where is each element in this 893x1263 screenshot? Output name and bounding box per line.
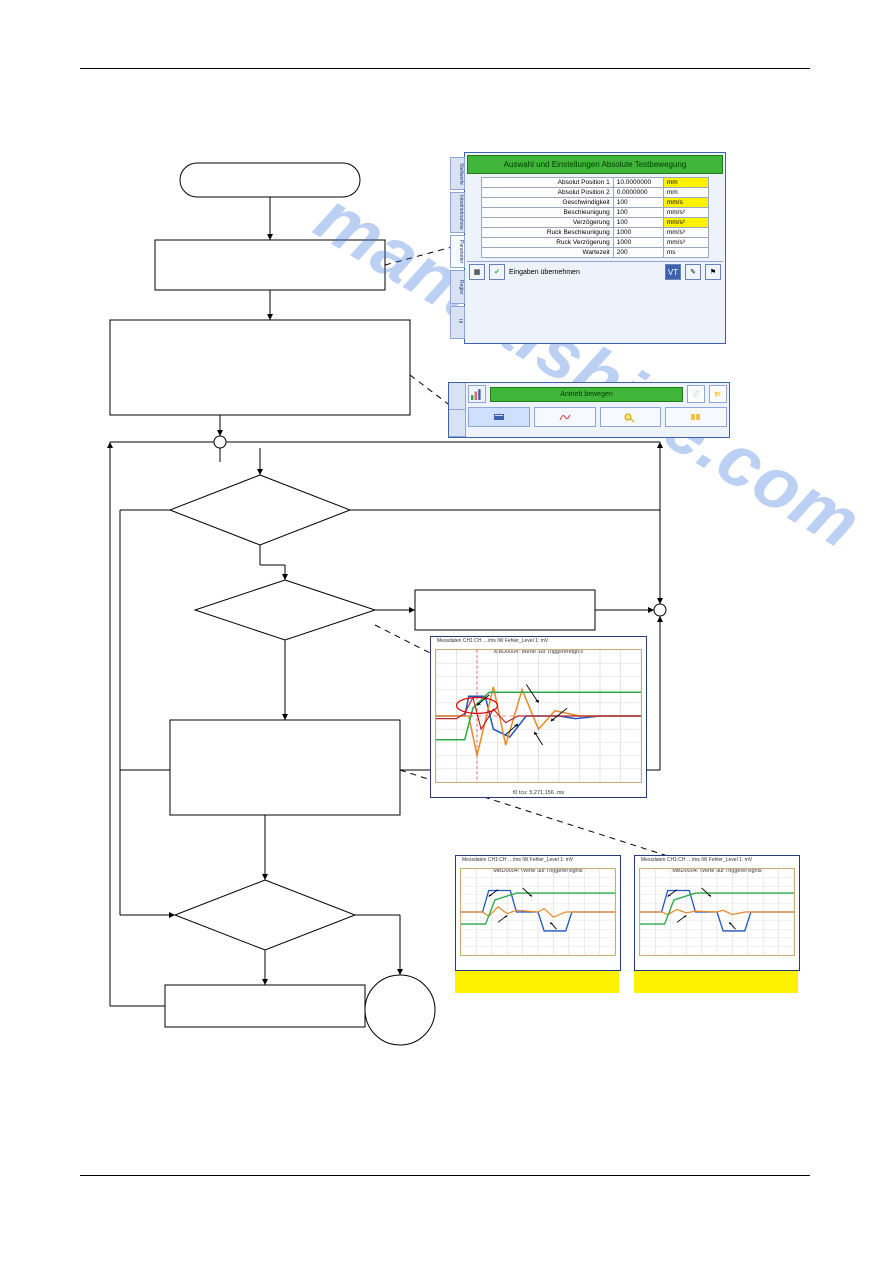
panel-footer: ▦ ✔ Eingaben übernehmen VT ✎ ⚑: [467, 261, 723, 282]
flag-icon[interactable]: ⚑: [705, 264, 721, 280]
chart-big: Messdaten CH1:CH …/ms IW Fehler_Level 1:…: [430, 636, 647, 798]
chart-small-a: Messdaten CH1:CH …/ms IW Fehler_Level 1:…: [455, 855, 621, 971]
tab-inbetriebnahme[interactable]: Inbetriebnahme: [450, 192, 465, 233]
param-row: Geschwindigkeit100mm/s: [481, 198, 709, 208]
mode-btn-2[interactable]: [534, 407, 596, 427]
parameter-table: Absolut Position 110.0000000mmAbsolut Po…: [481, 177, 710, 258]
mode-btn-3[interactable]: [600, 407, 662, 427]
toolbar-tab-1[interactable]: [449, 383, 465, 410]
chart-big-title: Messdaten CH1:CH …/ms IW Fehler_Level 1:…: [431, 638, 646, 644]
tab-stellwerte[interactable]: Stellwerte: [450, 157, 465, 190]
toolbar-title: Antrieb bewegen: [490, 387, 683, 402]
mode-btn-1[interactable]: [468, 407, 530, 427]
folder-icon[interactable]: 📁: [709, 385, 727, 403]
param-row: Wartezeit200ms: [481, 248, 709, 258]
tab-grid-icon[interactable]: ☰: [450, 306, 465, 339]
rule-top: [80, 68, 810, 69]
vt-button[interactable]: VT: [665, 264, 681, 280]
chart-big-xlabel: t0 tcu: 5,271,156 .ms: [431, 790, 646, 796]
panel-title: Auswahl und Einstellungen Absolute Testb…: [467, 155, 723, 174]
chart-b-title: Messdaten CH1:CH …/ms IW Fehler_Level 1:…: [635, 857, 799, 863]
page: manualshive.com: [0, 0, 893, 1263]
param-row: Ruck Verzögerung1000mm/s³: [481, 238, 709, 248]
footer-label: Eingaben übernehmen: [509, 269, 580, 276]
toolbar-side-tabs: [449, 383, 466, 437]
param-row: Ruck Beschleunigung1000mm/s³: [481, 228, 709, 238]
param-row: Absolut Position 110.0000000mm: [481, 178, 709, 188]
pencil-icon[interactable]: ✎: [685, 264, 701, 280]
caption-b: [634, 971, 798, 993]
chart-icon[interactable]: [468, 385, 486, 403]
tab-regler[interactable]: Regler: [450, 270, 465, 303]
mode-btn-4[interactable]: [665, 407, 727, 427]
chart-a-title: Messdaten CH1:CH …/ms IW Fehler_Level 1:…: [456, 857, 620, 863]
doc-icon[interactable]: 📄: [687, 385, 705, 403]
toolbar-tab-2[interactable]: [449, 410, 465, 437]
tab-parameter[interactable]: Parameter: [450, 235, 465, 268]
flowchart: [0, 0, 893, 1263]
param-row: Absolut Position 20.0000000mm: [481, 188, 709, 198]
param-row: Verzögerung100mm/s²: [481, 218, 709, 228]
grid-icon[interactable]: ▦: [469, 264, 485, 280]
chart-small-b: Messdaten CH1:CH …/ms IW Fehler_Level 1:…: [634, 855, 800, 971]
panel-tabs: Stellwerte Inbetriebnahme Parameter Regl…: [450, 157, 465, 339]
parameter-panel: Stellwerte Inbetriebnahme Parameter Regl…: [464, 152, 726, 344]
rule-bottom: [80, 1175, 810, 1176]
param-row: Beschleunigung100mm/s²: [481, 208, 709, 218]
toolbar-panel: Antrieb bewegen 📄 📁: [448, 382, 730, 438]
accept-icon[interactable]: ✔: [489, 264, 505, 280]
caption-a: [455, 971, 619, 993]
